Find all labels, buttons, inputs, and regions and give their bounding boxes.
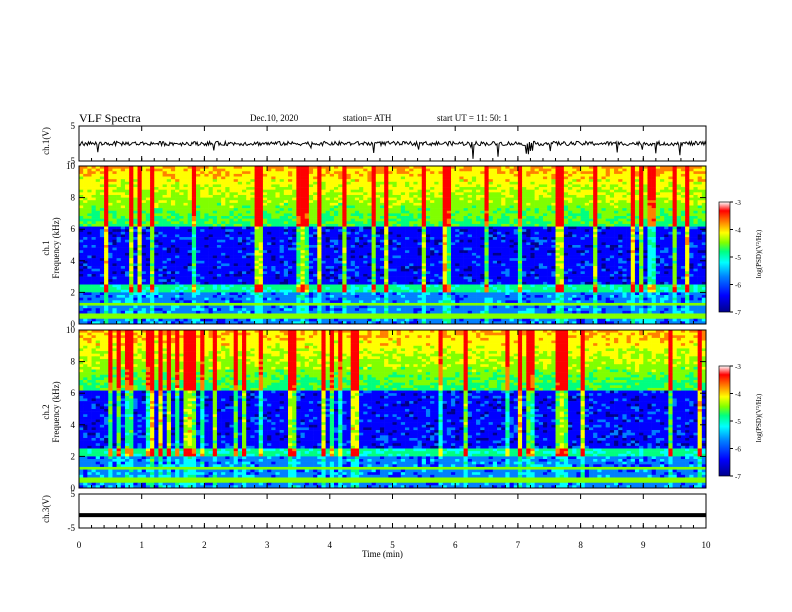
date-label: Dec.10, 2020 (250, 113, 299, 123)
y-tick-label: 10 (66, 325, 76, 335)
x-tick-label: 0 (77, 540, 82, 550)
station-label: station= ATH (343, 113, 392, 123)
x-tick-label: 1 (139, 540, 144, 550)
colorbar-tick-label: -3 (735, 199, 741, 207)
ch1-colorbar: -3 -4 -5 -6 -7 (718, 199, 741, 317)
y-tick-label: 6 (71, 388, 76, 398)
ch1-spectrogram-panel (78, 165, 707, 325)
ch1-colorbar-label: log(PSD)(V²/Hz) (755, 229, 763, 279)
y-tick-label: 5 (71, 121, 76, 131)
ch1-voltage-trace (78, 139, 707, 159)
y-tick-label: 2 (71, 451, 76, 461)
ch1-voltage-panel (78, 125, 707, 162)
voltage-line (78, 139, 707, 159)
colorbar-tick-label: -5 (735, 418, 741, 426)
y-tick-label: 8 (71, 357, 76, 367)
colorbar-gradient (718, 365, 731, 477)
x-tick-label: 6 (453, 540, 458, 550)
x-tick-label: 8 (578, 540, 583, 550)
y-tick-label: 0 (71, 319, 76, 329)
x-tick-label: 4 (328, 540, 333, 550)
colorbar-tick-label: -7 (735, 473, 741, 481)
ch2-colorbar: -3 -4 -5 -6 -7 (718, 363, 741, 481)
y-tick-label: 6 (71, 224, 76, 234)
ch2-frequency-ylabel-text: Frequency (kHz) (51, 381, 61, 443)
ch1-spectrogram (79, 166, 707, 325)
colorbar-tick-label: -4 (735, 227, 741, 235)
start-time-label: start UT = 11: 50: 1 (437, 113, 508, 123)
ch2-colorbar-label: log(PSD)(V²/Hz) (755, 393, 763, 443)
chart-title: VLF Spectra (79, 111, 141, 125)
y-tick-label: 5 (71, 489, 76, 499)
colorbar-gradient (718, 201, 731, 313)
colorbar-tick-label: -6 (735, 446, 741, 454)
colorbar-tick-label: -7 (735, 309, 741, 317)
y-tick-label: 4 (71, 256, 76, 266)
y-tick-label: 8 (71, 193, 76, 203)
y-tick-label: 2 (71, 287, 76, 297)
ch3-voltage-ylabel: ch.3(V) (41, 495, 51, 523)
y-tick-label: -5 (68, 523, 76, 533)
ch1-frequency-ylabel-ch: ch.1 (41, 240, 51, 256)
ch3-voltage-panel (78, 493, 707, 529)
y-tick-label: 0 (71, 483, 76, 493)
ch1-voltage-ylabel: ch.1(V) (41, 127, 51, 155)
colorbar-tick-label: -6 (735, 282, 741, 290)
x-tick-label: 10 (702, 540, 712, 550)
x-tick-label: 3 (265, 540, 270, 550)
colorbar-tick-label: -5 (735, 254, 741, 262)
y-tick-label: -5 (68, 156, 76, 166)
ch2-frequency-ylabel-ch: ch.2 (41, 404, 51, 420)
y-tick-label: 4 (71, 420, 76, 430)
x-axis-ticks: 0 1 2 3 4 5 6 7 8 9 10 (77, 126, 711, 550)
x-axis-label: Time (min) (362, 549, 403, 559)
ch2-spectrogram-panel (78, 329, 707, 489)
ch2-frequency-ylabel: ch.2 Frequency (kHz) (41, 357, 61, 467)
ch2-spectrogram (79, 330, 707, 489)
colorbar-tick-label: -3 (735, 363, 741, 371)
colorbar-tick-label: -4 (735, 391, 741, 399)
x-tick-label: 7 (516, 540, 521, 550)
x-tick-label: 5 (390, 540, 395, 550)
y-tick-label: 10 (66, 161, 76, 171)
ch1-frequency-ylabel-text: Frequency (kHz) (51, 217, 61, 279)
x-tick-label: 9 (641, 540, 646, 550)
x-tick-label: 2 (202, 540, 207, 550)
ch1-frequency-ylabel: ch.1 Frequency (kHz) (41, 193, 61, 303)
